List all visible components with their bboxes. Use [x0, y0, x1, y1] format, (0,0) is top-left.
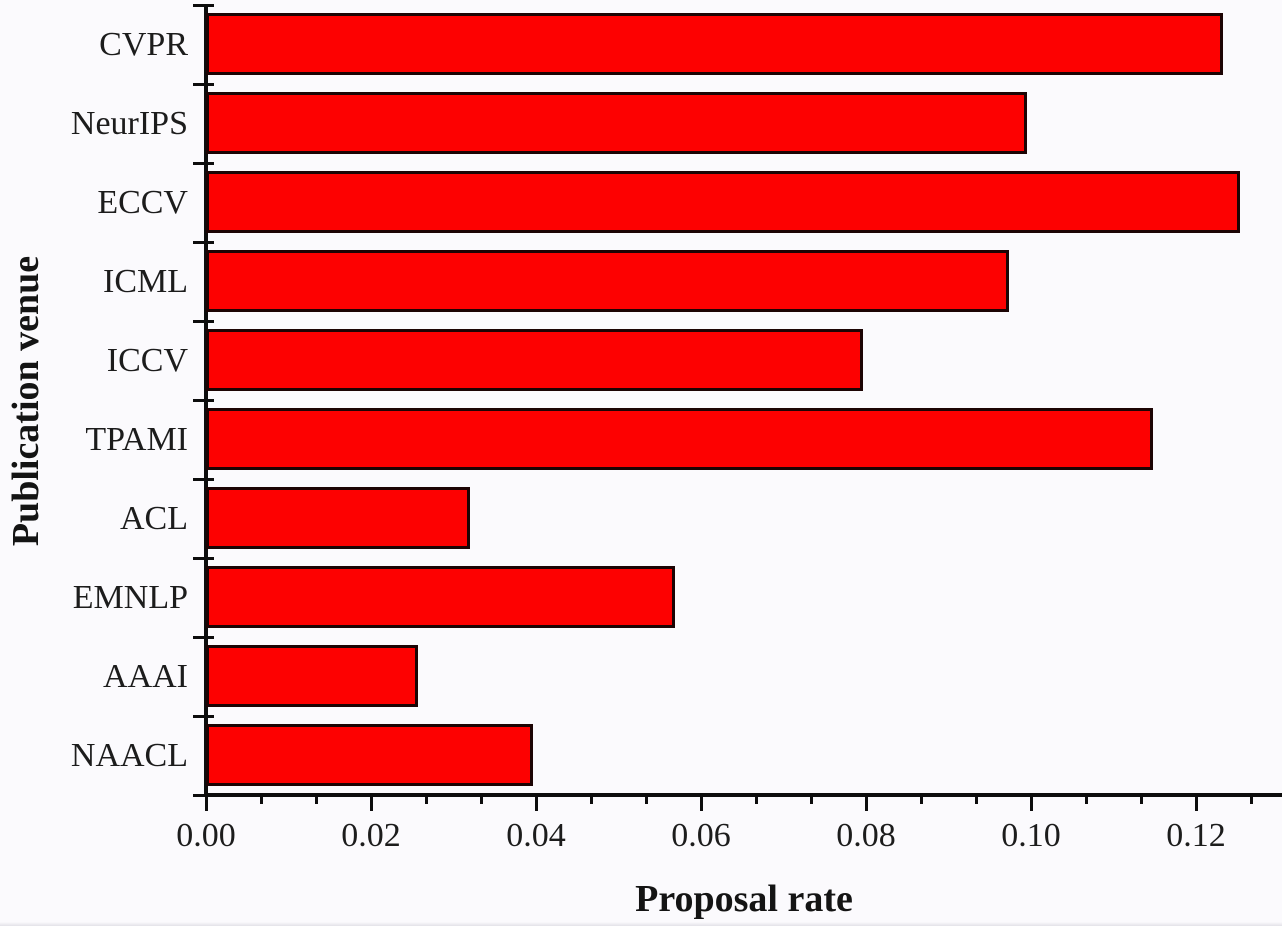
x-axis-tick-label: 0.12 — [1166, 817, 1226, 854]
x-axis-major-tick — [1030, 795, 1033, 811]
x-axis-tick-label: 0.06 — [671, 817, 731, 854]
category-label-neurips: NeurIPS — [70, 105, 188, 142]
category-label-iccv: ICCV — [106, 342, 188, 379]
category-label-aaai: AAAI — [103, 658, 188, 695]
bar-icml — [206, 250, 1009, 312]
bar-emnlp — [206, 566, 675, 628]
x-axis-major-tick — [700, 795, 703, 811]
category-label-emnlp: EMNLP — [72, 579, 188, 616]
bar-tpami — [206, 408, 1153, 470]
x-axis-minor-tick — [480, 795, 483, 804]
y-axis-title: Publication venue — [5, 255, 47, 547]
x-axis-tick-label: 0.02 — [341, 817, 401, 854]
x-axis-minor-tick — [810, 795, 813, 804]
category-label-tpami: TPAMI — [85, 421, 188, 458]
bar-iccv — [206, 329, 863, 391]
x-axis-minor-tick — [260, 795, 263, 804]
bar-eccv — [206, 171, 1240, 233]
x-axis-minor-tick — [1140, 795, 1143, 804]
x-axis-minor-tick — [755, 795, 758, 804]
category-label-eccv: ECCV — [97, 184, 188, 221]
y-axis-tick — [193, 636, 214, 639]
bar-naacl — [206, 724, 533, 786]
bar-acl — [206, 487, 470, 549]
y-axis-tick — [193, 162, 214, 165]
category-label-cvpr: CVPR — [99, 26, 188, 63]
x-axis-major-tick — [535, 795, 538, 811]
y-axis-tick — [193, 241, 214, 244]
category-label-naacl: NAACL — [70, 737, 188, 774]
x-axis-minor-tick — [590, 795, 593, 804]
image-bottom-edge — [0, 922, 1282, 926]
x-axis-major-tick — [865, 795, 868, 811]
x-axis-tick-label: 0.00 — [176, 817, 236, 854]
bar-neurips — [206, 92, 1027, 154]
x-axis-minor-tick — [975, 795, 978, 804]
y-axis-tick — [193, 715, 214, 718]
bar-aaai — [206, 645, 418, 707]
bar-cvpr — [206, 13, 1223, 75]
x-axis-minor-tick — [1250, 795, 1253, 804]
x-axis-major-tick — [370, 795, 373, 811]
x-axis-major-tick — [205, 795, 208, 811]
x-axis-minor-tick — [1085, 795, 1088, 804]
x-axis-minor-tick — [425, 795, 428, 804]
category-label-acl: ACL — [120, 500, 188, 537]
x-axis-line — [204, 793, 1282, 797]
x-axis-tick-label: 0.10 — [1001, 817, 1061, 854]
x-axis-tick-label: 0.04 — [506, 817, 566, 854]
y-axis-tick — [193, 794, 214, 797]
y-axis-tick — [193, 557, 214, 560]
y-axis-tick — [193, 399, 214, 402]
x-axis-title: Proposal rate — [635, 878, 853, 920]
y-axis-tick — [193, 478, 214, 481]
y-axis-tick — [193, 4, 214, 7]
x-axis-tick-label: 0.08 — [836, 817, 896, 854]
y-axis-tick — [193, 83, 214, 86]
x-axis-minor-tick — [645, 795, 648, 804]
x-axis-minor-tick — [315, 795, 318, 804]
y-axis-tick — [193, 320, 214, 323]
x-axis-minor-tick — [920, 795, 923, 804]
x-axis-major-tick — [1195, 795, 1198, 811]
category-label-icml: ICML — [103, 263, 188, 300]
